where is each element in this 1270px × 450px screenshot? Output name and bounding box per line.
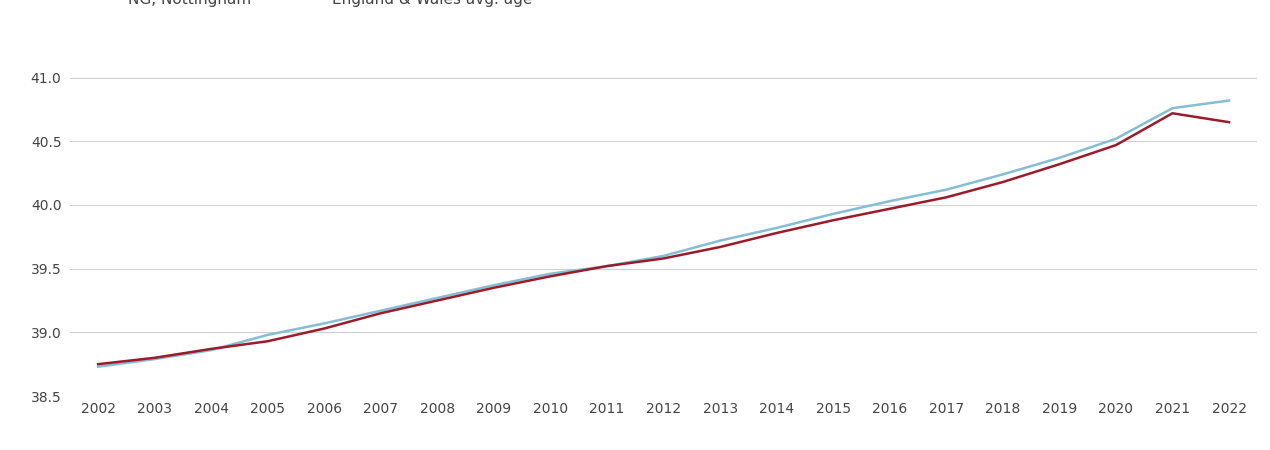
NG, Nottingham	[316, 326, 331, 331]
England & Wales avg. age	[147, 356, 163, 362]
NG, Nottingham	[429, 298, 444, 303]
England & Wales avg. age	[996, 172, 1011, 177]
NG, Nottingham	[373, 310, 389, 316]
England & Wales avg. age	[542, 271, 558, 276]
NG, Nottingham	[147, 355, 163, 360]
England & Wales avg. age	[486, 283, 502, 288]
England & Wales avg. age	[826, 211, 841, 216]
England & Wales avg. age	[316, 321, 331, 326]
NG, Nottingham	[770, 230, 785, 236]
England & Wales avg. age	[655, 253, 671, 259]
Line: England & Wales avg. age: England & Wales avg. age	[98, 100, 1229, 367]
NG, Nottingham	[996, 180, 1011, 185]
NG, Nottingham	[826, 217, 841, 223]
NG, Nottingham	[712, 244, 728, 250]
NG, Nottingham	[939, 194, 954, 200]
NG, Nottingham	[1052, 162, 1067, 167]
England & Wales avg. age	[260, 332, 276, 338]
NG, Nottingham	[599, 263, 615, 269]
England & Wales avg. age	[203, 347, 218, 353]
England & Wales avg. age	[1052, 155, 1067, 161]
England & Wales avg. age	[1222, 98, 1237, 103]
England & Wales avg. age	[429, 295, 444, 301]
England & Wales avg. age	[90, 364, 105, 369]
England & Wales avg. age	[939, 187, 954, 193]
NG, Nottingham	[542, 274, 558, 279]
NG, Nottingham	[260, 338, 276, 344]
NG, Nottingham	[90, 361, 105, 367]
NG, Nottingham	[1222, 120, 1237, 125]
England & Wales avg. age	[1165, 105, 1180, 111]
England & Wales avg. age	[883, 198, 898, 204]
NG, Nottingham	[486, 285, 502, 290]
Line: NG, Nottingham: NG, Nottingham	[98, 113, 1229, 364]
England & Wales avg. age	[1109, 136, 1124, 141]
Legend: NG, Nottingham, England & Wales avg. age: NG, Nottingham, England & Wales avg. age	[77, 0, 532, 7]
England & Wales avg. age	[373, 308, 389, 313]
NG, Nottingham	[1109, 142, 1124, 148]
England & Wales avg. age	[770, 225, 785, 230]
England & Wales avg. age	[599, 263, 615, 269]
NG, Nottingham	[203, 346, 218, 351]
NG, Nottingham	[883, 206, 898, 211]
England & Wales avg. age	[712, 238, 728, 243]
NG, Nottingham	[655, 256, 671, 261]
NG, Nottingham	[1165, 111, 1180, 116]
